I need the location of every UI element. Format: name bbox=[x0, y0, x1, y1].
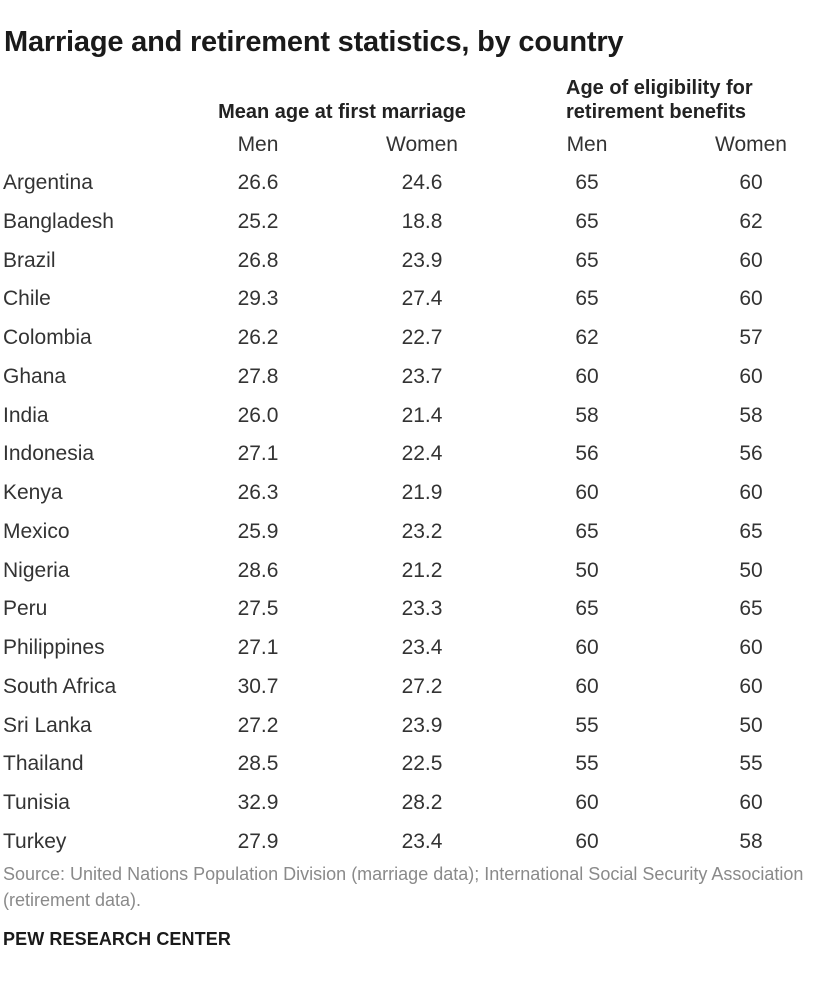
chart-title: Marriage and retirement statistics, by c… bbox=[4, 26, 624, 58]
country-label: Turkey bbox=[3, 830, 67, 853]
table-cell: 23.9 bbox=[401, 714, 443, 737]
retirement-group-header: Age of eligibility for retirement benefi… bbox=[566, 77, 753, 123]
table-cell: 58 bbox=[575, 404, 599, 427]
country-label: India bbox=[3, 404, 49, 427]
country-label: Tunisia bbox=[3, 791, 70, 814]
table-cell: 55 bbox=[739, 752, 763, 775]
country-label: Mexico bbox=[3, 520, 70, 543]
table-cell: 65 bbox=[575, 287, 599, 310]
table-cell: 55 bbox=[575, 752, 599, 775]
table-cell: 50 bbox=[739, 714, 763, 737]
source-note: Source: United Nations Population Divisi… bbox=[3, 864, 804, 910]
table-cell: 57 bbox=[739, 326, 763, 349]
table-cell: 23.4 bbox=[401, 830, 443, 853]
table-cell: 28.6 bbox=[237, 559, 279, 582]
table-cell: 24.6 bbox=[401, 171, 443, 194]
table-cell: 65 bbox=[575, 520, 599, 543]
table-cell: 26.6 bbox=[237, 171, 279, 194]
brand-logo-text: PEW RESEARCH CENTER bbox=[3, 929, 231, 949]
table-cell: 60 bbox=[739, 481, 763, 504]
table-cell: 22.7 bbox=[401, 326, 443, 349]
table-cell: 27.9 bbox=[237, 830, 279, 853]
country-label: Indonesia bbox=[3, 442, 95, 465]
marriage-group-header: Mean age at first marriage bbox=[218, 101, 466, 123]
table-cell: 60 bbox=[739, 287, 763, 310]
table-cell: 60 bbox=[575, 675, 599, 698]
table-cell: 23.2 bbox=[401, 520, 443, 543]
table-cell: 58 bbox=[739, 404, 763, 427]
table-cell: 56 bbox=[739, 442, 763, 465]
table-cell: 28.5 bbox=[237, 752, 279, 775]
table-cell: 60 bbox=[739, 675, 763, 698]
table-cell: 60 bbox=[575, 791, 599, 814]
table-cell: 26.2 bbox=[237, 326, 279, 349]
table-cell: 21.4 bbox=[401, 404, 443, 427]
table-cell: 27.1 bbox=[237, 636, 279, 659]
table-cell: 62 bbox=[739, 210, 763, 233]
country-label: Thailand bbox=[3, 752, 84, 775]
table-cell: 60 bbox=[739, 365, 763, 388]
table-cell: 28.2 bbox=[401, 791, 443, 814]
table-cell: 60 bbox=[739, 171, 763, 194]
table-cell: 23.9 bbox=[401, 249, 443, 272]
table-cell: 60 bbox=[739, 636, 763, 659]
table-cell: 25.2 bbox=[237, 210, 279, 233]
table-cell: 26.3 bbox=[237, 481, 279, 504]
country-label: Kenya bbox=[3, 481, 63, 504]
table-cell: 60 bbox=[575, 830, 599, 853]
table-cell: 29.3 bbox=[237, 287, 279, 310]
table-cell: 60 bbox=[575, 365, 599, 388]
col-header-marriage-men: Men bbox=[237, 133, 279, 156]
col-header-marriage-women: Women bbox=[386, 133, 458, 156]
table-cell: 25.9 bbox=[237, 520, 279, 543]
country-label: Chile bbox=[3, 287, 51, 310]
country-label: South Africa bbox=[3, 675, 117, 698]
table-cell: 50 bbox=[575, 559, 599, 582]
country-label: Sri Lanka bbox=[3, 714, 92, 737]
table-cell: 27.2 bbox=[237, 714, 279, 737]
table-cell: 65 bbox=[739, 520, 763, 543]
country-label: Colombia bbox=[3, 326, 92, 349]
table-cell: 22.4 bbox=[401, 442, 443, 465]
table-cell: 50 bbox=[739, 559, 763, 582]
col-header-retirement-men: Men bbox=[566, 133, 608, 156]
country-label: Argentina bbox=[3, 171, 93, 194]
table-cell: 60 bbox=[739, 791, 763, 814]
table-cell: 27.1 bbox=[237, 442, 279, 465]
country-label: Brazil bbox=[3, 249, 56, 272]
table-cell: 60 bbox=[575, 636, 599, 659]
table-cell: 23.4 bbox=[401, 636, 443, 659]
table-cell: 65 bbox=[575, 210, 599, 233]
table-cell: 55 bbox=[575, 714, 599, 737]
table-cell: 18.8 bbox=[401, 210, 443, 233]
table-cell: 62 bbox=[575, 326, 599, 349]
table-cell: 26.0 bbox=[237, 404, 279, 427]
table-cell: 65 bbox=[739, 597, 763, 620]
country-label: Peru bbox=[3, 597, 48, 620]
table-cell: 65 bbox=[575, 171, 599, 194]
table-cell: 26.8 bbox=[237, 249, 279, 272]
table-cell: 21.9 bbox=[401, 481, 443, 504]
country-label: Ghana bbox=[3, 365, 67, 388]
table-cell: 23.7 bbox=[401, 365, 443, 388]
country-label: Nigeria bbox=[3, 559, 70, 582]
table-cell: 58 bbox=[739, 830, 763, 853]
table-cell: 65 bbox=[575, 249, 599, 272]
table-cell: 27.8 bbox=[237, 365, 279, 388]
table-cell: 27.5 bbox=[237, 597, 279, 620]
table-cell: 21.2 bbox=[401, 559, 443, 582]
col-header-retirement-women: Women bbox=[715, 133, 787, 156]
table-cell: 27.2 bbox=[401, 675, 443, 698]
table-cell: 32.9 bbox=[237, 791, 279, 814]
table-cell: 27.4 bbox=[401, 287, 443, 310]
table-cell: 23.3 bbox=[401, 597, 443, 620]
table-cell: 22.5 bbox=[401, 752, 443, 775]
country-label: Philippines bbox=[3, 636, 105, 659]
table-cell: 65 bbox=[575, 597, 599, 620]
table-cell: 56 bbox=[575, 442, 599, 465]
country-label: Bangladesh bbox=[3, 210, 114, 233]
table-cell: 60 bbox=[739, 249, 763, 272]
table-cell: 60 bbox=[575, 481, 599, 504]
table-cell: 30.7 bbox=[237, 675, 279, 698]
